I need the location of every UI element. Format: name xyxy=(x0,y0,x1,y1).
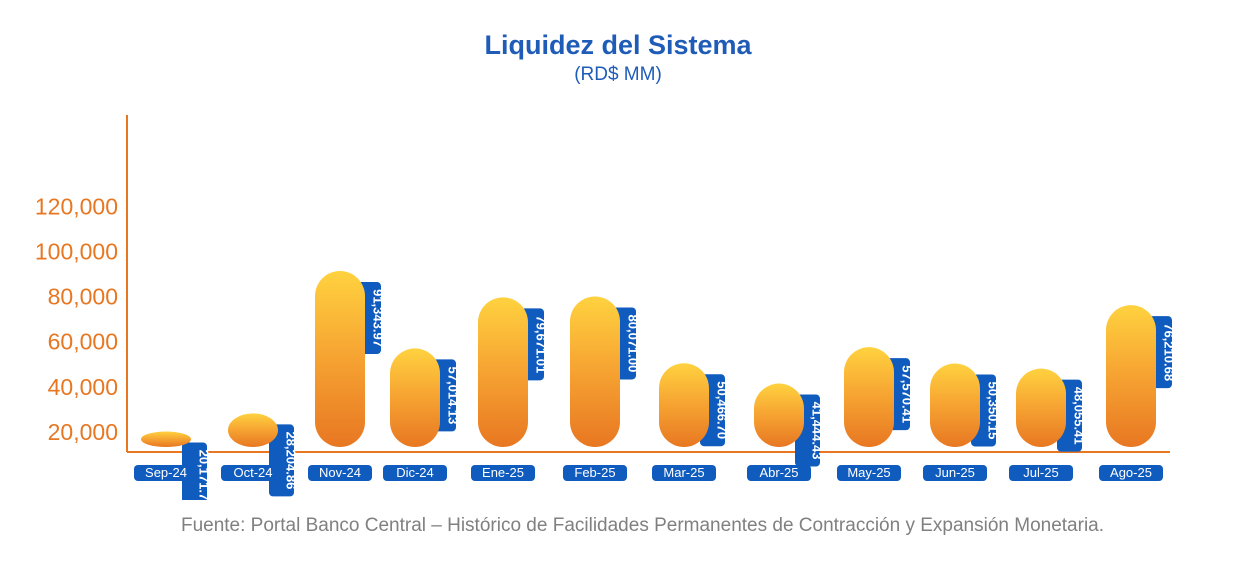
y-tick-label: 20,000 xyxy=(48,419,118,445)
value-label: 79,671.01 xyxy=(534,315,549,373)
x-tick-label: Abr-25 xyxy=(759,465,798,480)
x-label-box xyxy=(837,465,901,481)
x-label-box xyxy=(652,465,716,481)
y-tick-label: 60,000 xyxy=(48,329,118,355)
chart-title: Liquidez del Sistema xyxy=(484,30,752,60)
x-tick-label: May-25 xyxy=(847,465,890,480)
value-label: 57,570.41 xyxy=(900,365,915,423)
x-tick-label: Jul-25 xyxy=(1023,465,1058,480)
source-note: Fuente: Portal Banco Central – Histórico… xyxy=(180,515,1105,536)
value-label: 48,055.41 xyxy=(1072,387,1087,445)
y-tick-label: 120,000 xyxy=(35,193,118,219)
x-label-box xyxy=(923,465,987,481)
y-tick-label: 100,000 xyxy=(35,239,118,265)
x-tick-label: Dic-24 xyxy=(396,465,434,480)
x-label-box xyxy=(308,465,372,481)
bar xyxy=(478,297,528,447)
y-tick-label: 80,000 xyxy=(48,284,118,310)
value-label: 28,204.86 xyxy=(284,431,299,489)
y-tick-label: 40,000 xyxy=(48,374,118,400)
x-label-box xyxy=(747,465,811,481)
x-tick-label: Oct-24 xyxy=(233,465,272,480)
x-label-box xyxy=(1099,465,1163,481)
bar xyxy=(570,296,620,447)
value-label: 57,014.13 xyxy=(446,367,461,425)
x-label-box xyxy=(383,465,447,481)
value-label: 76,210.68 xyxy=(1162,323,1177,381)
bar xyxy=(141,431,191,447)
bar xyxy=(659,363,709,447)
x-tick-label: Sep-24 xyxy=(145,465,187,480)
value-label: 41,444.43 xyxy=(810,402,825,460)
bar-chart: 20,000 40,000 60,000 80,000 100,000 120,000 2… xyxy=(34,115,1177,500)
x-tick-label: Ene-25 xyxy=(482,465,524,480)
bar xyxy=(844,347,894,447)
x-label-box xyxy=(221,465,285,481)
bar xyxy=(930,363,980,447)
bar xyxy=(390,348,440,447)
value-label: 20,171.70 xyxy=(197,450,212,500)
bar xyxy=(1016,368,1066,447)
value-label: 50,350.15 xyxy=(986,382,1001,440)
bar xyxy=(1106,305,1156,447)
x-tick-label: Feb-25 xyxy=(574,465,615,480)
bar xyxy=(754,383,804,447)
x-label-box xyxy=(134,465,198,481)
x-label-box xyxy=(563,465,627,481)
value-label: 50,466.70 xyxy=(715,381,730,439)
chart-subtitle: (RD$ MM) xyxy=(574,64,662,85)
x-label-box xyxy=(471,465,535,481)
value-label: 91,343.97 xyxy=(371,289,386,347)
x-tick-label: Jun-25 xyxy=(935,465,975,480)
bar xyxy=(315,271,365,447)
x-tick-label: Nov-24 xyxy=(319,465,361,480)
bar xyxy=(228,413,278,447)
x-label-box xyxy=(1009,465,1073,481)
value-label: 80,071.00 xyxy=(626,315,641,373)
x-tick-label: Ago-25 xyxy=(1110,465,1152,480)
x-tick-label: Mar-25 xyxy=(663,465,704,480)
